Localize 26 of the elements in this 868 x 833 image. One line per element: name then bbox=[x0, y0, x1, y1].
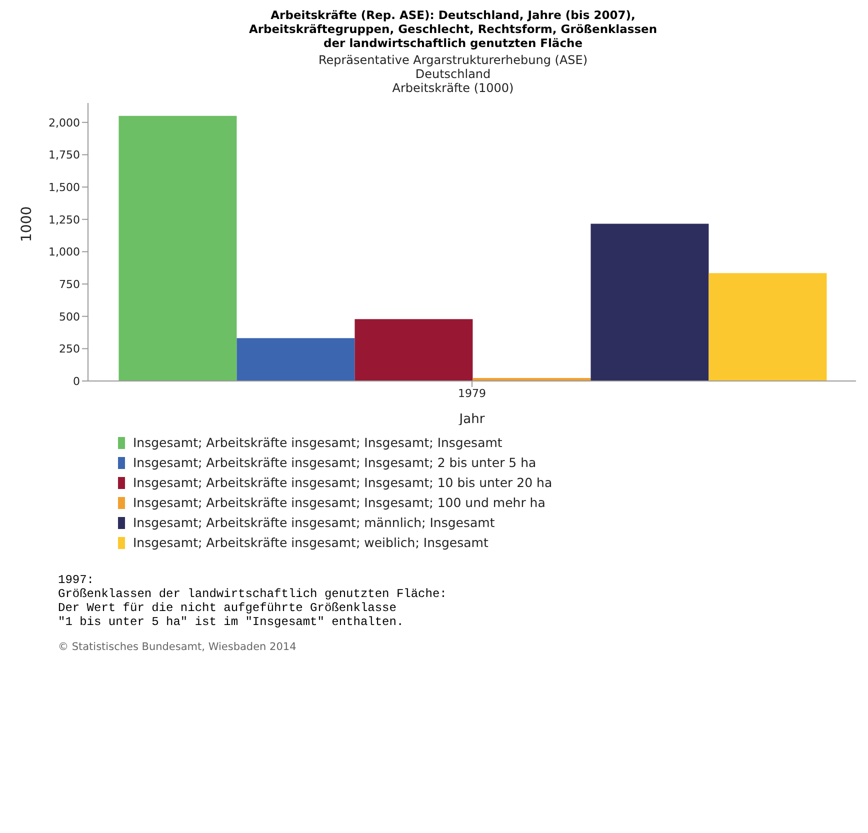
chart-title: Arbeitskräfte (Rep. ASE): Deutschland, Jahre (bis 2007), Arbeitskräftegruppen, Geschlecht, Rechtsform, Größenklassen der landwirtschaftlich genutzten Fläche bbox=[248, 8, 658, 50]
legend-label: Insgesamt; Arbeitskräfte insgesamt; Insgesamt; 100 und mehr ha bbox=[133, 494, 546, 512]
bar bbox=[118, 116, 237, 381]
y-tick-label: 2,000 bbox=[48, 116, 80, 130]
y-tick-label: 750 bbox=[59, 278, 80, 291]
y-tick-label: 500 bbox=[59, 310, 80, 324]
y-tick-label: 1,750 bbox=[48, 148, 80, 162]
y-tick-label: 1,500 bbox=[48, 180, 80, 194]
bar bbox=[354, 319, 473, 381]
x-tick-label: 1979 bbox=[458, 386, 486, 400]
chart-subtitle: Repräsentative Argarstrukturerhebung (ASE) Deutschland Arbeitskräfte (1000) bbox=[317, 53, 589, 95]
y-tick-label: 1,250 bbox=[48, 213, 80, 226]
text: 1997: Größenklassen der landwirtschaftlich genutzten Fläche: Der Wert für die nicht aufgeführte Größenklasse "1 bis unter 5 ha" ist im "Insgesamt" enthalten. bbox=[58, 573, 448, 629]
legend-label: Insgesamt; Arbeitskräfte insgesamt; Insgesamt; 2 bis unter 5 ha bbox=[133, 454, 536, 472]
y-tick-label: 250 bbox=[59, 342, 80, 356]
y-tick-label: 0 bbox=[73, 374, 80, 388]
y-axis-title: 1000 bbox=[18, 206, 35, 242]
legend-label: Insgesamt; Arbeitskräfte insgesamt; Insgesamt; Insgesamt bbox=[133, 434, 502, 452]
y-tick-label: 1,000 bbox=[48, 246, 80, 259]
text: © Statistisches Bundesamt, Wiesbaden 2014 bbox=[58, 641, 298, 653]
legend-label: Insgesamt; Arbeitskräfte insgesamt; Insgesamt; 10 bis unter 20 ha bbox=[133, 474, 552, 492]
bar bbox=[236, 338, 355, 381]
legend-label: Insgesamt; Arbeitskräfte insgesamt; männlich; Insgesamt bbox=[133, 514, 495, 532]
bar bbox=[590, 224, 709, 381]
bar bbox=[708, 273, 827, 381]
legend-label: Insgesamt; Arbeitskräfte insgesamt; weiblich; Insgesamt bbox=[133, 534, 488, 552]
